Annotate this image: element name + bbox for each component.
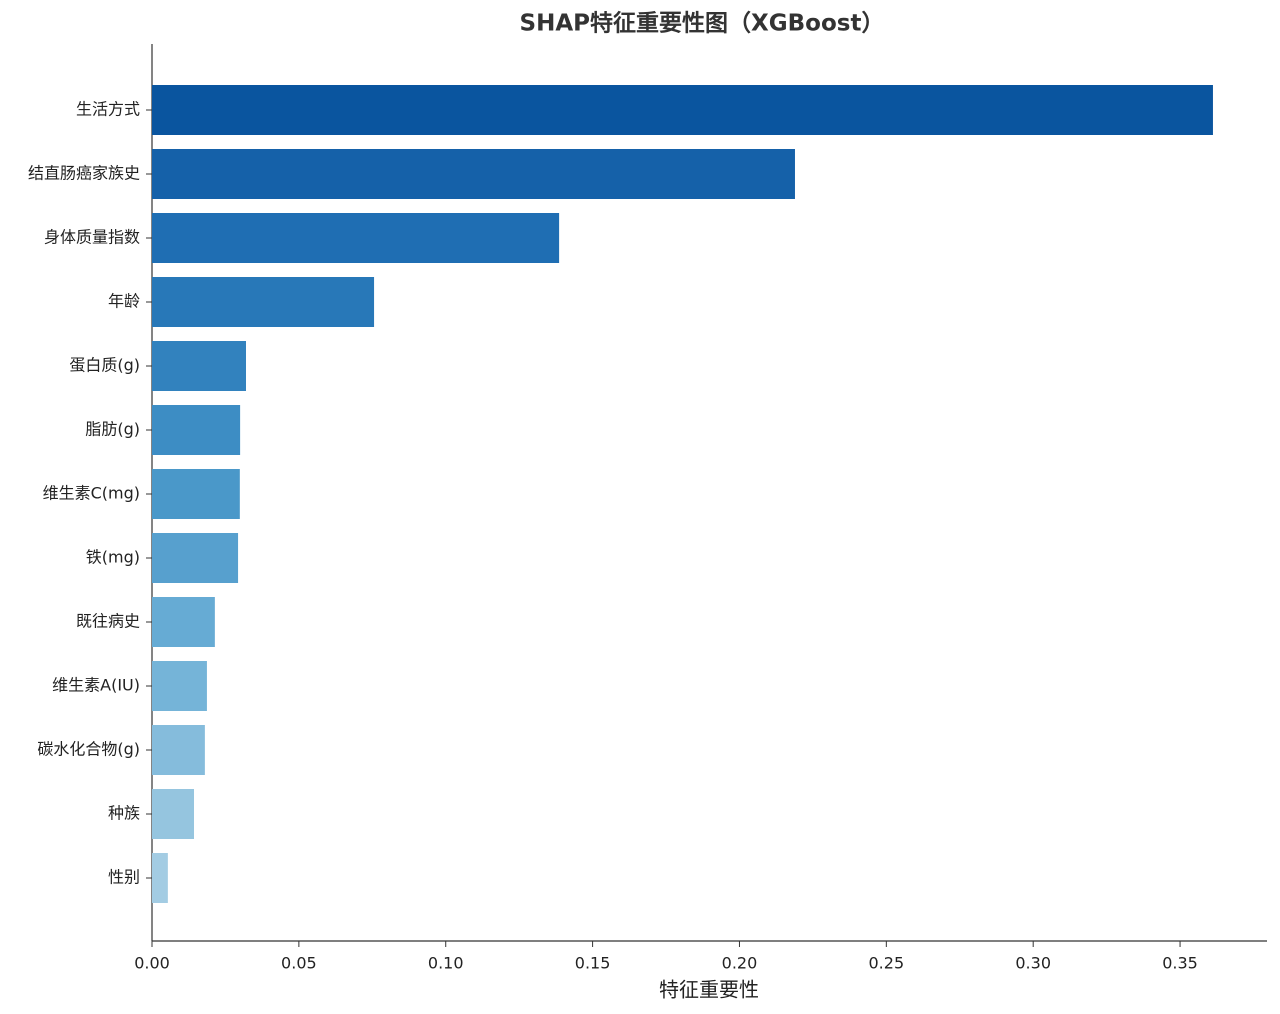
bar — [152, 597, 215, 647]
x-tick-label: 0.10 — [428, 954, 464, 973]
bar — [152, 341, 246, 391]
bar — [152, 149, 795, 199]
y-tick-label: 性别 — [108, 868, 140, 887]
y-tick-label: 维生素C(mg) — [43, 484, 140, 503]
y-tick-label: 年龄 — [108, 292, 140, 311]
x-tick-label: 0.25 — [869, 954, 905, 973]
y-tick-label: 碳水化合物(g) — [37, 740, 140, 759]
y-tick-label: 生活方式 — [76, 100, 140, 119]
bar — [152, 277, 375, 327]
y-tick-label: 铁(mg) — [86, 548, 140, 567]
bar — [152, 661, 207, 711]
bar — [152, 405, 241, 455]
bar — [152, 533, 239, 583]
x-tick-label: 0.05 — [281, 954, 317, 973]
y-tick-label: 身体质量指数 — [44, 228, 140, 247]
y-tick-label: 蛋白质(g) — [69, 356, 140, 375]
y-tick-label: 既往病史 — [76, 612, 140, 631]
bar — [152, 85, 1213, 135]
bar — [152, 469, 240, 519]
x-tick-label: 0.00 — [134, 954, 170, 973]
x-tick-label: 0.35 — [1162, 954, 1198, 973]
x-axis-label: 特征重要性 — [659, 978, 759, 1002]
x-tick-label: 0.30 — [1015, 954, 1051, 973]
bar — [152, 213, 560, 263]
bar — [152, 853, 168, 903]
bar — [152, 725, 205, 775]
y-tick-label: 种族 — [108, 804, 140, 823]
bar — [152, 789, 195, 839]
y-tick-label: 维生素A(IU) — [52, 676, 140, 695]
y-tick-label: 脂肪(g) — [85, 420, 140, 439]
x-tick-label: 0.20 — [722, 954, 758, 973]
x-tick-label: 0.15 — [575, 954, 611, 973]
chart-title: SHAP特征重要性图（XGBoost） — [520, 10, 885, 37]
y-tick-label: 结直肠癌家族史 — [28, 164, 140, 183]
